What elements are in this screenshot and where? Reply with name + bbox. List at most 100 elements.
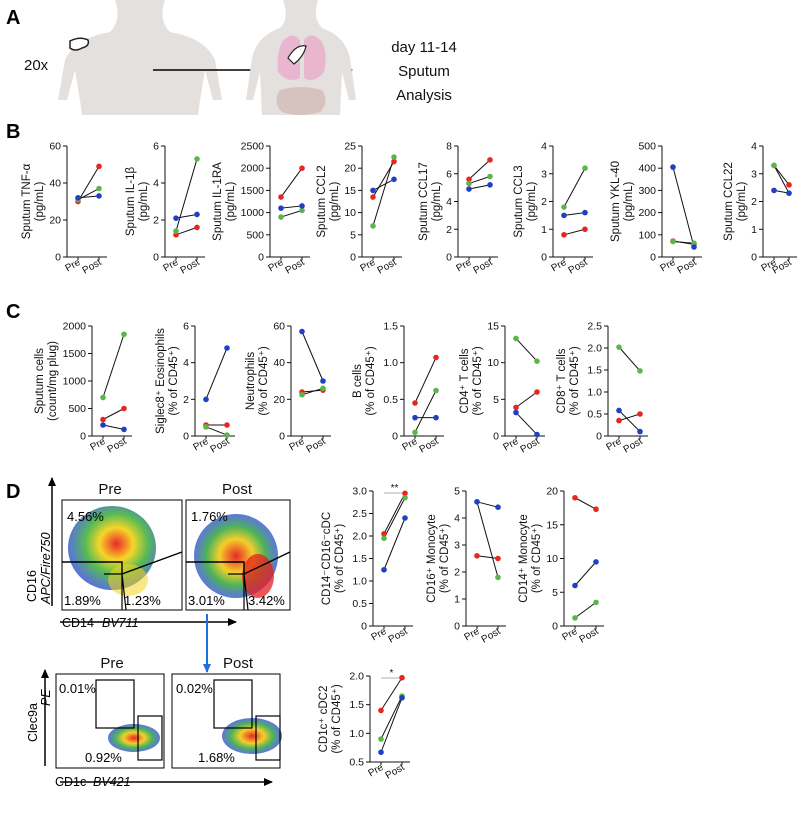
data-point-post — [96, 163, 102, 170]
x-tick-label: Pre — [550, 257, 569, 275]
y-tick-label: 2 — [153, 215, 159, 227]
y-tick-label: 0 — [446, 252, 452, 264]
data-point-post — [224, 345, 230, 351]
y-axis-label: (% of CD45⁺) — [531, 524, 543, 594]
data-point-post — [402, 490, 408, 497]
series-line — [563, 228, 586, 236]
data-point-post — [495, 574, 501, 581]
x-tick-label: Post — [676, 257, 699, 277]
y-tick-label: 60 — [49, 141, 61, 153]
flow-y-marker: CD16 — [25, 570, 39, 602]
series-line — [574, 561, 597, 586]
x-tick-label: Pre — [288, 436, 307, 454]
gate-box — [255, 715, 281, 761]
flow-pct-top-left: 0.01% — [59, 681, 96, 696]
flow-title-pre-bottom: Pre — [100, 655, 123, 672]
flow-y-marker: Clec9a — [26, 703, 40, 742]
y-tick-label: 1 — [751, 224, 757, 236]
y-tick-label: 1.0 — [352, 576, 367, 588]
flow-title-pre-top: Pre — [98, 481, 121, 498]
y-axis-label: (pg/mL) — [225, 182, 237, 222]
y-axis-label: (pg/mL) — [138, 182, 150, 222]
x-tick-label: Pre — [401, 436, 420, 454]
y-axis-label: (count/mg plug) — [47, 341, 59, 421]
data-point-pre — [670, 164, 676, 170]
x-tick-label: Pre — [370, 626, 389, 644]
y-axis-label: (% of CD45⁺) — [569, 346, 581, 416]
y-tick-label: 15 — [344, 185, 356, 197]
y-tick-label: 4 — [183, 357, 189, 369]
y-tick-label: 40 — [273, 357, 285, 369]
y-tick-label: 4 — [541, 141, 547, 153]
gate-line — [186, 551, 291, 576]
data-point-post — [194, 156, 200, 162]
data-point-pre — [278, 205, 284, 211]
data-point-post — [495, 555, 501, 562]
data-point-post — [637, 411, 643, 417]
y-tick-label: 20 — [344, 163, 356, 175]
y-tick-label: 3 — [541, 168, 547, 180]
data-point-post — [487, 173, 493, 180]
data-point-pre — [173, 228, 179, 234]
series-line — [414, 357, 437, 404]
data-point-post — [433, 354, 439, 361]
x-tick-label: Post — [106, 436, 129, 456]
data-point-post — [534, 431, 540, 438]
flow-pct-bottom-right: 1.23% — [124, 593, 161, 608]
y-axis-label: B cells — [352, 364, 364, 398]
flow-y-fluor: PE — [39, 689, 53, 706]
y-tick-label: 200 — [638, 207, 656, 219]
panel-label-a: A — [6, 7, 20, 29]
x-tick-label: Post — [519, 436, 542, 456]
inhaler-icon — [69, 37, 90, 51]
series-line — [301, 331, 324, 382]
data-point-pre — [370, 223, 376, 229]
y-tick-label: 2 — [454, 567, 460, 579]
x-tick-label: Pre — [455, 257, 474, 275]
series-line — [77, 166, 100, 202]
y-tick-label: 2500 — [241, 141, 265, 153]
y-tick-label: 2 — [183, 394, 189, 406]
data-point-pre — [203, 396, 209, 403]
y-tick-label: 0 — [80, 431, 86, 443]
analysis-line-1: day 11-14 — [391, 39, 457, 56]
data-point-post — [391, 154, 397, 160]
series-line — [280, 205, 303, 209]
data-point-post — [786, 190, 792, 196]
x-tick-label: Pre — [463, 626, 482, 644]
series-line — [175, 226, 198, 236]
y-tick-label: 3 — [454, 540, 460, 552]
y-tick-label: 2.0 — [349, 671, 364, 683]
panel-label-c: C — [6, 301, 20, 323]
y-axis-label: (% of CD45⁺) — [334, 524, 346, 594]
data-point-post — [534, 358, 540, 365]
series-line — [77, 195, 100, 199]
flow-y-fluor: APC/Fire750 — [39, 532, 53, 605]
series-line — [380, 695, 403, 740]
data-point-pre — [381, 566, 387, 573]
x-tick-label: Post — [305, 436, 328, 456]
y-tick-label: 0 — [361, 621, 367, 633]
flow-plot-pre-top: Pre 4.56% 1.89% 1.23% — [61, 481, 183, 611]
y-tick-label: 1.5 — [383, 321, 398, 333]
data-point-pre — [412, 414, 418, 421]
y-tick-label: 1.0 — [587, 387, 602, 399]
data-point-post — [320, 385, 326, 392]
y-tick-label: 1000 — [63, 376, 87, 388]
y-tick-label: 2 — [446, 224, 452, 236]
series-line — [372, 156, 395, 227]
data-point-post — [224, 432, 230, 438]
y-tick-label: 4 — [454, 513, 460, 525]
gate-line — [62, 551, 183, 576]
y-tick-label: 15 — [546, 519, 558, 531]
analysis-line-2: Sputum — [398, 63, 450, 80]
series-line — [380, 697, 403, 753]
x-tick-label: Pre — [359, 257, 378, 275]
